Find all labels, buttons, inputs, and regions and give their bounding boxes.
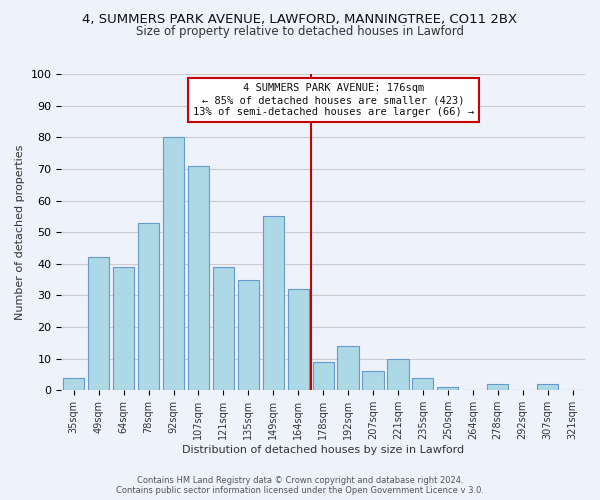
Bar [412,378,433,390]
Bar [313,362,334,390]
Bar [238,280,259,390]
Bar [287,289,309,390]
Y-axis label: Number of detached properties: Number of detached properties [15,144,25,320]
Bar [63,378,85,390]
Bar [113,267,134,390]
Text: Size of property relative to detached houses in Lawford: Size of property relative to detached ho… [136,25,464,38]
Bar [388,358,409,390]
Bar [263,216,284,390]
Text: 4, SUMMERS PARK AVENUE, LAWFORD, MANNINGTREE, CO11 2BX: 4, SUMMERS PARK AVENUE, LAWFORD, MANNING… [82,12,518,26]
Bar [337,346,359,391]
Bar [88,258,109,390]
Bar [362,372,383,390]
Bar [537,384,558,390]
Bar [437,387,458,390]
Bar [188,166,209,390]
Bar [487,384,508,390]
X-axis label: Distribution of detached houses by size in Lawford: Distribution of detached houses by size … [182,445,464,455]
Text: Contains HM Land Registry data © Crown copyright and database right 2024.
Contai: Contains HM Land Registry data © Crown c… [116,476,484,495]
Text: 4 SUMMERS PARK AVENUE: 176sqm
← 85% of detached houses are smaller (423)
13% of : 4 SUMMERS PARK AVENUE: 176sqm ← 85% of d… [193,84,474,116]
Bar [138,222,159,390]
Bar [163,138,184,390]
Bar [213,267,234,390]
